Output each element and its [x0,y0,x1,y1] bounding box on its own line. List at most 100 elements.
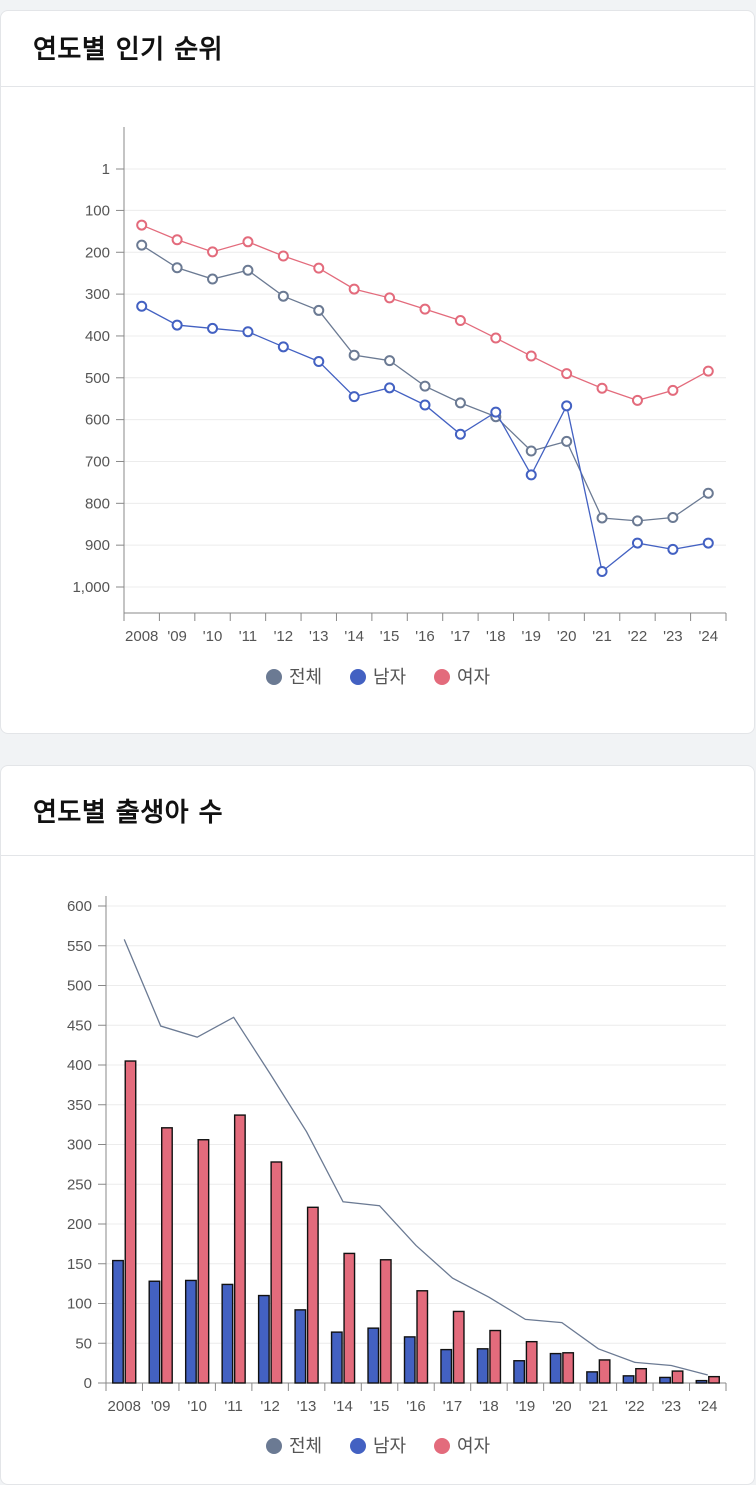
data-point [525,445,537,457]
series-line-total [123,939,708,1376]
x-tick-label: '19 [521,628,541,645]
bar-male [622,1375,635,1384]
bar-female [343,1252,356,1384]
data-point [525,469,537,481]
y-tick-label: 500 [85,370,110,387]
bar-male [476,1348,489,1384]
y-tick-label: 550 [67,938,92,955]
x-tick-label: '20 [557,628,577,645]
bar-male [549,1352,562,1384]
data-point [277,290,289,302]
data-point [242,264,254,276]
x-tick-label: '13 [309,628,329,645]
data-point [454,314,466,326]
y-tick-label: 450 [67,1017,92,1034]
bar-female [124,1060,137,1384]
legend-label-2: 여자 [457,667,491,688]
bar-male [586,1371,599,1384]
legend-marker-0 [266,1438,282,1454]
x-tick-label: '09 [167,628,187,645]
data-point [702,487,714,499]
data-point [242,326,254,338]
y-tick-label: 100 [67,1296,92,1313]
bar-female [452,1310,465,1384]
data-point [207,246,219,258]
legend-label-0: 전체 [289,667,322,688]
data-point [171,234,183,246]
bar-male [330,1331,343,1384]
data-point [702,365,714,377]
x-tick-label: '12 [274,628,294,645]
x-tick-label: '17 [443,1398,463,1415]
x-tick-label: '12 [260,1398,280,1415]
data-point [667,512,679,524]
data-point [348,349,360,361]
bar-female [270,1161,283,1384]
bar-female [233,1114,246,1384]
rank-card: 연도별 인기 순위 1 100 200 300 400 500 600 700 800 900 1,… [0,10,755,734]
y-tick-label: 1,000 [72,579,110,596]
x-tick-label: '15 [380,628,400,645]
bar-male [403,1336,416,1384]
bar-female [598,1359,611,1384]
data-point [667,384,679,396]
y-tick-label: 800 [85,495,110,512]
y-tick-label: 0 [84,1375,92,1392]
bar-male [367,1327,380,1384]
x-tick-label: '11 [239,628,257,645]
legend-label-2: 여자 [457,1436,491,1457]
bar-male [440,1348,453,1384]
data-point [313,304,325,316]
x-tick-label: '09 [151,1398,171,1415]
x-tick-label: '17 [451,628,471,645]
bar-male [221,1283,234,1384]
x-tick-label: '22 [625,1398,645,1415]
data-point [454,428,466,440]
x-tick-label: '23 [663,628,683,645]
data-point [525,350,537,362]
x-tick-label: '15 [370,1398,390,1415]
bar-male [659,1376,671,1384]
data-point [348,283,360,295]
x-tick-label: '16 [415,628,435,645]
data-point [277,341,289,353]
x-tick-label: 2008 [125,628,158,645]
data-point [561,435,573,447]
bar-female [562,1352,575,1384]
data-point [171,262,183,274]
data-point [702,537,714,549]
x-tick-label: '14 [344,628,364,645]
y-tick-label: 150 [67,1256,92,1273]
y-tick-label: 600 [85,412,110,429]
bar-female [635,1367,648,1384]
legend-label-1: 남자 [373,1436,407,1457]
y-tick-label: 700 [85,453,110,470]
y-tick-label: 200 [85,244,110,261]
y-tick-label: 100 [85,202,110,219]
x-tick-label: '13 [297,1398,317,1415]
y-tick-label: 1 [102,161,110,178]
rank-chart: 1 100 200 300 400 500 600 700 800 900 1,000 2008 '09… [72,127,727,688]
bar-female [708,1375,720,1384]
data-point [490,332,502,344]
data-point [277,250,289,262]
data-point [136,219,148,231]
bar-female [671,1370,684,1384]
legend-marker-1 [350,1438,366,1454]
data-point [631,515,643,527]
data-point [384,292,396,304]
y-tick-label: 200 [67,1216,92,1233]
data-point [313,355,325,367]
series-line-1 [141,305,709,573]
data-point [207,322,219,334]
data-point [596,382,608,394]
data-point [419,399,431,411]
legend-label-0: 전체 [289,1436,322,1457]
data-point [667,543,679,555]
x-tick-label: '18 [486,628,506,645]
bar-female [525,1340,538,1384]
x-tick-label: '10 [203,628,223,645]
births-card-title: 연도별 출생아 수 [33,798,224,828]
x-tick-label: '14 [333,1398,353,1415]
data-point [631,537,643,549]
